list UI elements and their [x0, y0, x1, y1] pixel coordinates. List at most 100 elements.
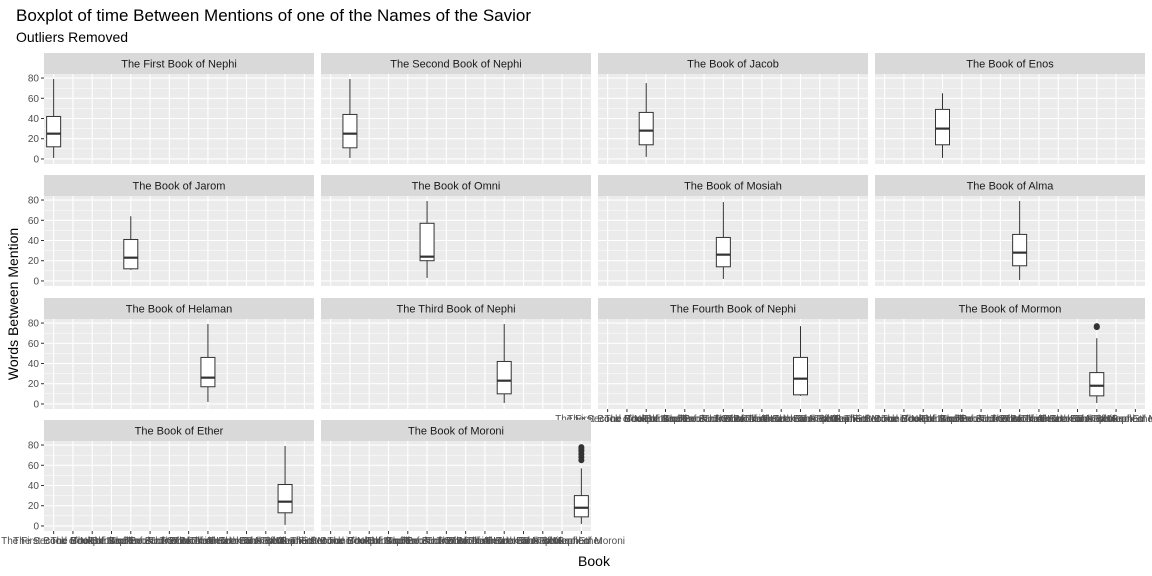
y-tick-label: 80	[28, 74, 40, 85]
facet-strip	[321, 53, 591, 74]
facet-panel: The Book of Jacob	[598, 53, 868, 164]
y-tick-label: 40	[28, 114, 40, 125]
facet-strip	[321, 420, 591, 441]
facet-panel: The Fourth Book of Nephi The First Book o…	[555, 298, 902, 425]
x-tick-label: The Second Book of Nephi	[290, 536, 410, 547]
box-iqr	[573, 495, 589, 518]
x-tick-label: The Book of Helaman	[991, 414, 1088, 425]
x-tick-label: The Book of Alma	[149, 536, 228, 547]
x-axis-title: Book	[578, 553, 611, 569]
facet-panels: The First Book of Nephi 0 20 40 60 80 The Seco…	[1, 53, 1152, 547]
facet-panel: The Book of Omni	[321, 175, 591, 286]
facet-panel: The Second Book of Nephi	[321, 53, 591, 164]
facet-label: The Book of Jarom	[133, 181, 226, 193]
facet-strip	[598, 175, 868, 196]
y-tick-label: 20	[28, 256, 40, 267]
box-iqr	[419, 222, 435, 262]
x-tick-label: The Book of Moroni	[538, 536, 625, 547]
facet-panel: The Book of Alma	[875, 175, 1145, 286]
facet-strip	[44, 175, 314, 196]
facet-label: The First Book of Nephi	[121, 59, 237, 71]
chart-subtitle: Outliers Removed	[16, 29, 128, 45]
x-tick-label: The Book of Alma	[703, 414, 782, 425]
facet-label: The Book of Mormon	[959, 304, 1062, 316]
x-tick-label: The Book of Helaman	[160, 536, 257, 547]
x-tick-label: The Book of Jacob	[328, 536, 412, 547]
facet-strip	[598, 53, 868, 74]
x-tick-label: The Book of Enos	[349, 536, 429, 547]
x-tick-label: The Book of Enos	[626, 414, 706, 425]
facet-label: The Third Book of Nephi	[396, 304, 515, 316]
x-tick-label: The First Book of Nephi	[1, 536, 106, 547]
box-iqr	[46, 115, 62, 148]
x-tick-label: The Book of Jacob	[605, 414, 689, 425]
x-tick-label: The Book of Helaman	[714, 414, 811, 425]
x-tick-label: The Book of Ether	[1076, 414, 1152, 425]
x-tick-label: The First Book of Nephi	[555, 414, 660, 425]
facet-label: The Book of Jacob	[687, 59, 779, 71]
facet-label: The Book of Moroni	[408, 426, 504, 438]
y-tick-label: 20	[28, 379, 40, 390]
box-iqr	[638, 111, 654, 146]
facet-label: The Book of Omni	[412, 181, 501, 193]
x-tick-label: The Book of Omni	[941, 414, 1022, 425]
y-tick-label: 40	[28, 481, 40, 492]
y-tick-label: 0	[33, 276, 39, 287]
x-tick-label: The Fourth Book of Nephi	[466, 536, 581, 547]
y-tick-label: 20	[28, 134, 40, 145]
facet-label: The Book of Alma	[967, 181, 1055, 193]
x-tick-label: The Book of Enos	[903, 414, 983, 425]
y-tick-label: 0	[33, 521, 39, 532]
x-tick-label: The Fourth Book of Nephi	[1020, 414, 1135, 425]
facet-label: The Fourth Book of Nephi	[670, 304, 796, 316]
facet-strip	[875, 175, 1145, 196]
facet-panel: The Book of Enos	[875, 53, 1145, 164]
x-tick-label: The Book of Mormon	[773, 414, 866, 425]
y-tick-label: 60	[28, 339, 40, 350]
facet-strip	[44, 298, 314, 319]
x-tick-label: The Book of Jarom	[366, 536, 450, 547]
x-tick-label: The First Book of Nephi	[278, 536, 383, 547]
x-tick-label: The Third Book of Nephi	[173, 536, 281, 547]
facet-label: The Book of Helaman	[126, 304, 232, 316]
facet-panel: The Book of Mormon The First Book of Neph…	[832, 298, 1152, 425]
x-tick-label: The Book of Jacob	[51, 536, 135, 547]
facet-strip	[875, 298, 1145, 319]
y-axis-title: Words Between Mention	[5, 228, 21, 380]
x-tick-label: The Book of Mosiah	[125, 536, 214, 547]
x-tick-label: The Fourth Book of Nephi	[743, 414, 858, 425]
y-tick-label: 40	[28, 236, 40, 247]
x-tick-label: The Book of Mormon	[1050, 414, 1143, 425]
box-iqr	[715, 236, 731, 268]
x-tick-label: The Third Book of Nephi	[727, 414, 835, 425]
facet-label: The Book of Enos	[966, 59, 1054, 71]
facet-label: The Book of Ether	[135, 426, 224, 438]
x-tick-label: The Second Book of Nephi	[844, 414, 964, 425]
facet-strip	[321, 175, 591, 196]
y-tick-label: 20	[28, 501, 40, 512]
x-tick-label: The Book of Ether	[799, 414, 880, 425]
y-tick-label: 40	[28, 359, 40, 370]
x-tick-label: The Book of Enos	[72, 536, 152, 547]
facet-panel: The Book of Mosiah	[598, 175, 868, 286]
x-tick-label: The Fourth Book of Nephi	[189, 536, 304, 547]
box-iqr	[123, 238, 139, 270]
y-tick-label: 60	[28, 461, 40, 472]
x-tick-label: The Book of Omni	[387, 536, 468, 547]
x-tick-label: The Book of Alma	[426, 536, 505, 547]
x-tick-label: The Book of Jacob	[882, 414, 966, 425]
facet-strip	[598, 298, 868, 319]
facet-strip	[44, 53, 314, 74]
x-tick-label: The Book of Ether	[522, 536, 603, 547]
x-tick-label: The Book of Moroni	[815, 414, 902, 425]
x-tick-label: The Book of Mormon	[496, 536, 589, 547]
x-tick-label: The Book of Jarom	[920, 414, 1004, 425]
y-tick-label: 60	[28, 216, 40, 227]
facet-label: The Book of Mosiah	[684, 181, 782, 193]
outlier-point	[1093, 323, 1100, 330]
facet-label: The Second Book of Nephi	[390, 59, 521, 71]
x-tick-label: The First Book of Nephi	[832, 414, 937, 425]
x-tick-label: The Second Book of Nephi	[13, 536, 133, 547]
x-tick-label: The Book of Mormon	[219, 536, 312, 547]
x-tick-label: The Book of Alma	[980, 414, 1059, 425]
